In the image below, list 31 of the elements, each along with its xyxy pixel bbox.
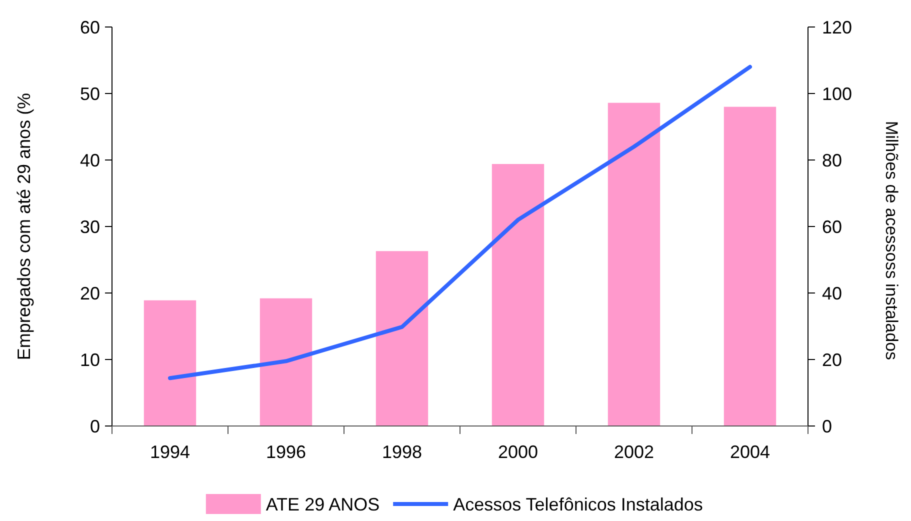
y2-tick-label: 0 xyxy=(822,416,832,436)
y2-tick-label: 100 xyxy=(822,84,852,104)
y2-axis-title: Milhões de acessoss instalados xyxy=(882,120,901,360)
x-tick-label: 2000 xyxy=(498,442,538,462)
y2-tick-label: 60 xyxy=(822,216,842,237)
y-axis-title: Empregados com até 29 anos (% xyxy=(14,92,34,360)
bar xyxy=(724,106,776,426)
bar xyxy=(492,164,544,426)
y-tick-label: 40 xyxy=(80,150,100,170)
y2-tick-label: 120 xyxy=(822,17,852,38)
y2-tick-label: 40 xyxy=(822,283,842,304)
y2-tick-label: 80 xyxy=(822,150,842,170)
bar xyxy=(376,251,428,426)
x-tick-label: 2002 xyxy=(614,442,654,462)
legend-label: ATE 29 ANOS xyxy=(266,494,380,514)
x-tick-label: 2004 xyxy=(730,442,770,462)
legend-label: Acessos Telefônicos Instalados xyxy=(453,494,703,514)
x-tick-label: 1994 xyxy=(150,442,190,462)
bar xyxy=(260,298,312,426)
y-tick-label: 60 xyxy=(80,17,100,38)
y-tick-label: 0 xyxy=(90,416,100,436)
bar xyxy=(144,300,196,426)
y2-tick-label: 20 xyxy=(822,350,842,370)
y-tick-label: 50 xyxy=(80,84,100,104)
y-tick-label: 30 xyxy=(80,216,100,237)
y-tick-label: 10 xyxy=(80,350,100,370)
y-tick-label: 20 xyxy=(80,283,100,304)
x-tick-label: 1996 xyxy=(266,442,306,462)
x-tick-label: 1998 xyxy=(382,442,422,462)
line-series xyxy=(168,64,752,380)
bar xyxy=(608,102,660,426)
